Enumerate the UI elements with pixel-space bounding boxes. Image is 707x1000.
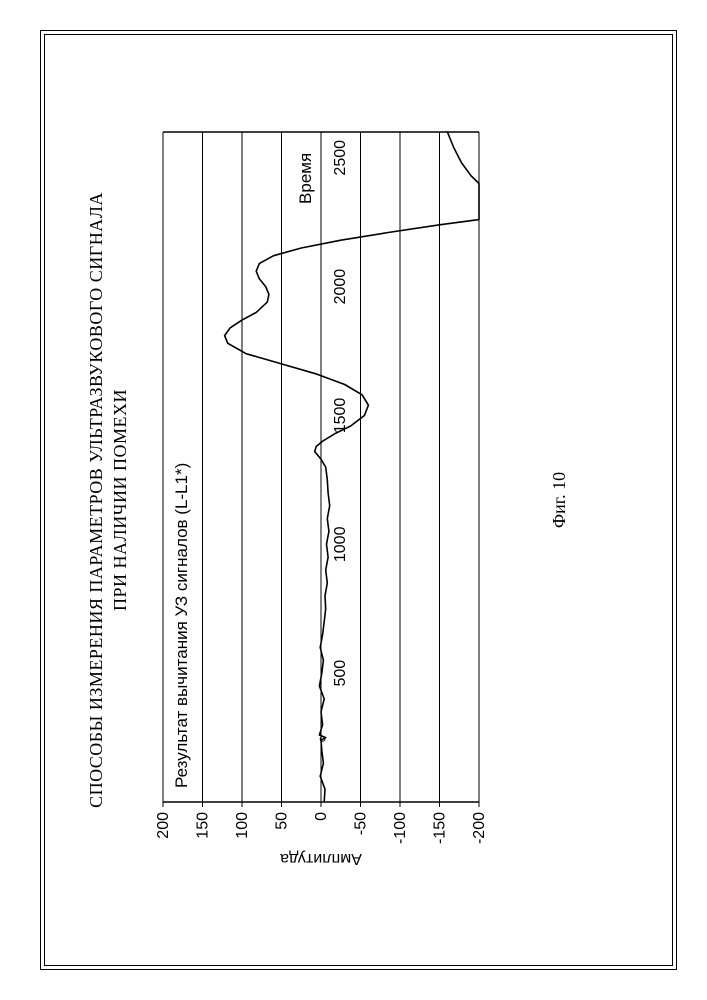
y-axis-label: Амплитуда [280, 850, 362, 867]
y-tick-label: 50 [273, 812, 290, 830]
figure-caption: Фиг. 10 [549, 60, 570, 940]
y-tick-label: 0 [313, 812, 330, 821]
figure-landscape-container: СПОСОБЫ ИЗМЕРЕНИЯ ПАРАМЕТРОВ УЛЬТРАЗВУКО… [80, 60, 640, 940]
x-tick-label: 1000 [332, 526, 349, 562]
document-title: СПОСОБЫ ИЗМЕРЕНИЯ ПАРАМЕТРОВ УЛЬТРАЗВУКО… [84, 60, 133, 940]
x-tick-label: 2000 [332, 269, 349, 305]
x-axis-label: Время [296, 153, 315, 204]
signal-difference-chart: -200-150-100-500501001502005001000150020… [151, 120, 521, 880]
y-tick-label: -150 [431, 812, 448, 844]
y-tick-label: 200 [155, 812, 172, 839]
y-tick-label: -50 [352, 812, 369, 835]
document-title-line1: СПОСОБЫ ИЗМЕРЕНИЯ ПАРАМЕТРОВ УЛЬТРАЗВУКО… [86, 192, 106, 808]
y-tick-label: 100 [234, 812, 251, 839]
y-tick-label: 150 [194, 812, 211, 839]
chart-container: -200-150-100-500501001502005001000150020… [151, 120, 521, 880]
figure-area: СПОСОБЫ ИЗМЕРЕНИЯ ПАРАМЕТРОВ УЛЬТРАЗВУКО… [84, 60, 644, 940]
x-tick-label: 500 [332, 660, 349, 687]
x-tick-label: 2500 [332, 140, 349, 176]
y-tick-label: -200 [471, 812, 488, 844]
chart-title: Результат вычитания УЗ сигналов (L-L1*) [172, 463, 191, 788]
page: СПОСОБЫ ИЗМЕРЕНИЯ ПАРАМЕТРОВ УЛЬТРАЗВУКО… [0, 0, 707, 1000]
document-title-line2: ПРИ НАЛИЧИИ ПОМЕХИ [110, 389, 130, 611]
y-tick-label: -100 [392, 812, 409, 844]
